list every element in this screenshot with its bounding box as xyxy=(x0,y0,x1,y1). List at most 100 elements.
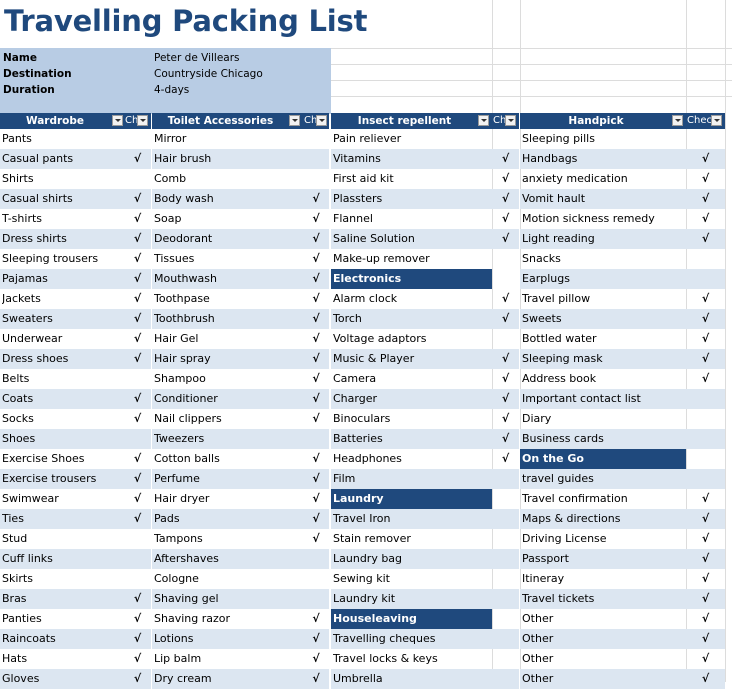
check-mark-cell[interactable]: √ xyxy=(133,412,142,425)
table-row[interactable]: Toothpase √ xyxy=(152,289,329,309)
table-row[interactable]: Umbrella xyxy=(331,669,519,689)
table-row[interactable]: Pads √ xyxy=(152,509,329,529)
table-row[interactable]: Sleeping mask √ xyxy=(520,349,725,369)
table-row[interactable]: Coats √ xyxy=(0,389,151,409)
table-row[interactable]: Other √ xyxy=(520,649,725,669)
check-mark-cell[interactable]: √ xyxy=(701,652,710,665)
table-row[interactable]: Flannel √ xyxy=(331,209,519,229)
table-row[interactable]: Sleeping trousers √ xyxy=(0,249,151,269)
table-row[interactable]: Travelling cheques xyxy=(331,629,519,649)
table-row[interactable]: Music & Player √ xyxy=(331,349,519,369)
table-row[interactable]: Swimwear √ xyxy=(0,489,151,509)
table-row[interactable]: Other √ xyxy=(520,629,725,649)
check-mark-cell[interactable]: √ xyxy=(133,612,142,625)
check-mark-cell[interactable]: √ xyxy=(501,392,510,405)
check-mark-cell[interactable]: √ xyxy=(701,232,710,245)
check-mark-cell[interactable]: √ xyxy=(501,412,510,425)
check-mark-cell[interactable]: √ xyxy=(501,372,510,385)
table-row[interactable]: Underwear √ xyxy=(0,329,151,349)
table-row[interactable]: Voltage adaptors xyxy=(331,329,519,349)
table-row[interactable]: Hair dryer √ xyxy=(152,489,329,509)
check-mark-cell[interactable]: √ xyxy=(312,492,320,505)
check-mark-cell[interactable]: √ xyxy=(133,332,142,345)
section-header-row[interactable]: Laundry xyxy=(331,489,492,509)
check-mark-cell[interactable]: √ xyxy=(312,392,320,405)
table-row[interactable]: Address book √ xyxy=(520,369,725,389)
table-row[interactable]: Alarm clock √ xyxy=(331,289,519,309)
check-mark-cell[interactable]: √ xyxy=(701,512,710,525)
check-mark-cell[interactable]: √ xyxy=(501,172,510,185)
table-row[interactable]: Sewing kit xyxy=(331,569,519,589)
section-header-row[interactable]: Electronics xyxy=(331,269,492,289)
check-mark-cell[interactable]: √ xyxy=(701,632,710,645)
check-mark-cell[interactable]: √ xyxy=(501,352,510,365)
table-row[interactable]: Hats √ xyxy=(0,649,151,669)
table-row[interactable]: Jackets √ xyxy=(0,289,151,309)
check-mark-cell[interactable]: √ xyxy=(701,152,710,165)
table-row[interactable]: Bottled water √ xyxy=(520,329,725,349)
table-row[interactable]: Raincoats √ xyxy=(0,629,151,649)
table-row[interactable]: Travel Iron xyxy=(331,509,519,529)
filter-dropdown-icon[interactable] xyxy=(316,115,327,126)
table-row[interactable]: Sweets √ xyxy=(520,309,725,329)
check-mark-cell[interactable]: √ xyxy=(312,312,320,325)
check-mark-cell[interactable]: √ xyxy=(701,592,710,605)
section-header-row[interactable]: On the Go xyxy=(520,449,686,469)
check-mark-cell[interactable]: √ xyxy=(133,192,142,205)
check-mark-cell[interactable]: √ xyxy=(312,512,320,525)
check-mark-cell[interactable]: √ xyxy=(312,372,320,385)
table-row[interactable]: Cologne xyxy=(152,569,329,589)
check-mark-cell[interactable]: √ xyxy=(133,232,142,245)
table-row[interactable]: Soap √ xyxy=(152,209,329,229)
filter-dropdown-icon[interactable] xyxy=(505,115,516,126)
check-mark-cell[interactable]: √ xyxy=(312,412,320,425)
table-row[interactable]: Binoculars √ xyxy=(331,409,519,429)
check-mark-cell[interactable]: √ xyxy=(133,312,142,325)
table-row[interactable]: travel guides xyxy=(520,469,725,489)
table-row[interactable]: Snacks xyxy=(520,249,725,269)
info-row-duration[interactable]: Duration 4-days xyxy=(0,82,331,98)
table-row[interactable]: Shoes xyxy=(0,429,151,449)
table-row[interactable]: Film xyxy=(331,469,519,489)
table-row[interactable]: Gloves √ xyxy=(0,669,151,689)
check-mark-cell[interactable]: √ xyxy=(312,192,320,205)
table-row[interactable]: Hair spray √ xyxy=(152,349,329,369)
check-mark-cell[interactable]: √ xyxy=(312,332,320,345)
table-row[interactable]: Cuff links xyxy=(0,549,151,569)
table-row[interactable]: Stain remover xyxy=(331,529,519,549)
table-row[interactable]: Torch √ xyxy=(331,309,519,329)
table-row[interactable]: Maps & directions √ xyxy=(520,509,725,529)
table-row[interactable]: Business cards xyxy=(520,429,725,449)
table-row[interactable]: Body wash √ xyxy=(152,189,329,209)
table-row[interactable]: anxiety medication √ xyxy=(520,169,725,189)
check-mark-cell[interactable]: √ xyxy=(312,252,320,265)
check-mark-cell[interactable]: √ xyxy=(133,492,142,505)
check-mark-cell[interactable]: √ xyxy=(701,552,710,565)
table-row[interactable]: Mirror xyxy=(152,129,329,149)
check-mark-cell[interactable]: √ xyxy=(133,672,142,685)
info-row-destination[interactable]: Destination Countryside Chicago xyxy=(0,66,331,82)
table-row[interactable]: Charger √ xyxy=(331,389,519,409)
check-mark-cell[interactable]: √ xyxy=(701,292,710,305)
table-row[interactable]: Hair Gel √ xyxy=(152,329,329,349)
info-row-name[interactable]: Name Peter de Villears xyxy=(0,50,331,66)
check-mark-cell[interactable]: √ xyxy=(133,352,142,365)
table-row[interactable]: Travel pillow √ xyxy=(520,289,725,309)
table-row[interactable]: Plassters √ xyxy=(331,189,519,209)
check-mark-cell[interactable]: √ xyxy=(701,212,710,225)
table-row[interactable]: Dry cream √ xyxy=(152,669,329,689)
table-row[interactable]: Exercise Shoes √ xyxy=(0,449,151,469)
table-row[interactable]: Shampoo √ xyxy=(152,369,329,389)
check-mark-cell[interactable]: √ xyxy=(312,532,320,545)
check-mark-cell[interactable]: √ xyxy=(312,212,320,225)
table-row[interactable]: Socks √ xyxy=(0,409,151,429)
table-row[interactable]: Conditioner √ xyxy=(152,389,329,409)
table-row[interactable]: Laundry bag xyxy=(331,549,519,569)
check-mark-cell[interactable]: √ xyxy=(701,312,710,325)
check-mark-cell[interactable]: √ xyxy=(133,292,142,305)
check-mark-cell[interactable]: √ xyxy=(312,452,320,465)
table-row[interactable]: Lotions √ xyxy=(152,629,329,649)
table-row[interactable]: Make-up remover xyxy=(331,249,519,269)
table-row[interactable]: Vomit hault √ xyxy=(520,189,725,209)
check-mark-cell[interactable]: √ xyxy=(312,612,320,625)
